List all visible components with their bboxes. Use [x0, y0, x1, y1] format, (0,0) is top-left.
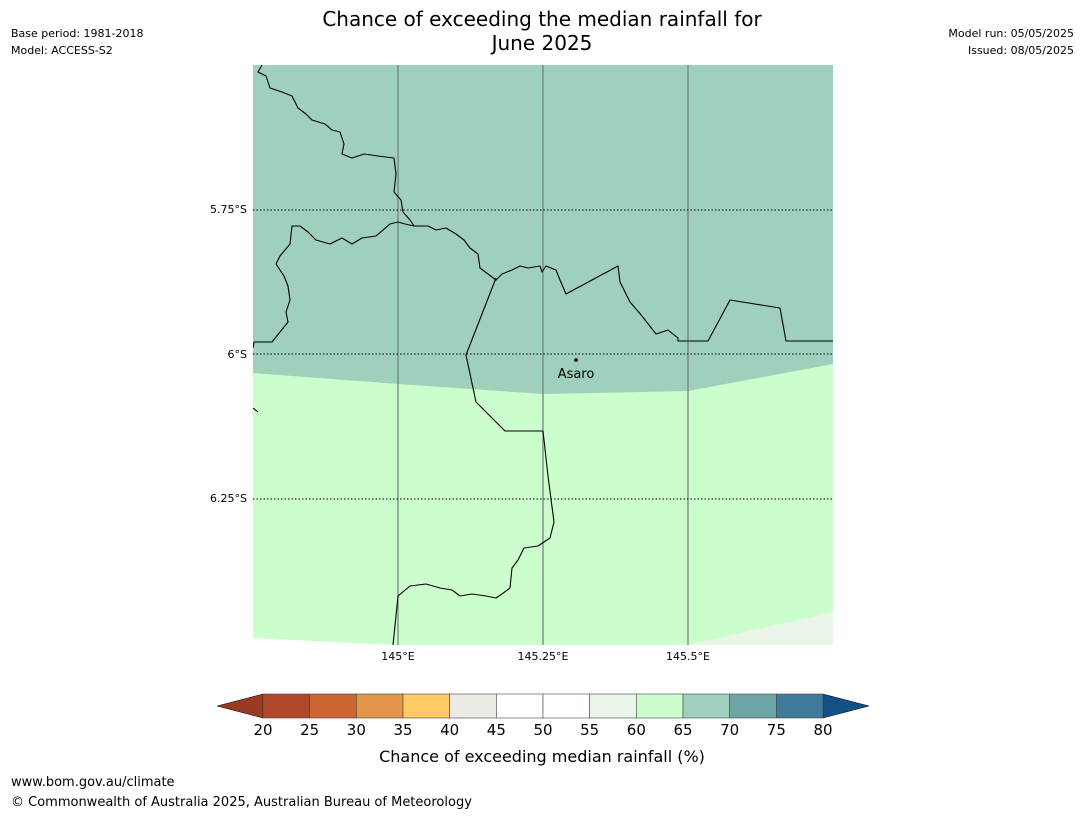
colorbar-bin [776, 693, 824, 719]
colorbar-bin [496, 693, 544, 719]
asaro-marker [574, 358, 578, 362]
lat-label: 6°S [228, 348, 247, 361]
lat-labels: 5.75°S 6°S 6.25°S [210, 203, 247, 505]
province-boundary-north [253, 65, 415, 349]
lon-label: 145°E [381, 650, 414, 663]
lon-label: 145.25°E [518, 650, 569, 663]
colorbar-tick-label: 65 [673, 721, 692, 739]
colorbar-tick-label: 70 [720, 721, 739, 739]
colorbar: 20 25 30 35 40 45 50 55 60 65 70 75 80 Chance of exc… [216, 693, 870, 766]
boundaries [253, 65, 833, 645]
colorbar-tick-label: 25 [300, 721, 319, 739]
colorbar-tick-label: 40 [440, 721, 459, 739]
colorbar-tick-label: 60 [627, 721, 646, 739]
colorbar-bin [542, 693, 590, 719]
lat-label: 6.25°S [210, 492, 247, 505]
model-run-text: Model run: 05/05/2025 [948, 27, 1074, 40]
map-panel: Asaro [253, 65, 833, 645]
run-info: Model run: 05/05/2025 Issued: 08/05/2025 [948, 25, 1074, 59]
asaro-label: Asaro [558, 367, 595, 382]
colorbar-tick-label: 80 [813, 721, 832, 739]
colorbar-over-arrow [822, 693, 870, 719]
base-period-text: Base period: 1981-2018 [11, 27, 144, 40]
colorbar-tick-label: 55 [580, 721, 599, 739]
bottom-white-sliver [253, 638, 393, 645]
colorbar-bin [449, 693, 497, 719]
colorbar-bin [356, 693, 404, 719]
issued-text: Issued: 08/05/2025 [967, 44, 1074, 57]
title-line-1: Chance of exceeding the median rainfall … [322, 7, 762, 31]
parallels [253, 209, 833, 500]
colorbar-bin [309, 693, 357, 719]
colorbar-tick-label: 75 [767, 721, 786, 739]
boundary-edge-fragment [253, 407, 259, 413]
colorbar-tick-label: 35 [393, 721, 412, 739]
colorbar-bin [682, 693, 730, 719]
colorbar-tick-label: 20 [253, 721, 272, 739]
lon-label: 145.5°E [666, 650, 710, 663]
colorbar-bin [262, 693, 310, 719]
colorbar-tick-label: 50 [533, 721, 552, 739]
meridians [397, 65, 689, 645]
lon-labels: 145°E 145.25°E 145.5°E [381, 650, 710, 663]
colorbar-bin [636, 693, 684, 719]
lat-label: 5.75°S [210, 203, 247, 216]
colorbar-bin [729, 693, 777, 719]
colorbar-tick-label: 30 [347, 721, 366, 739]
model-text: Model: ACCESS-S2 [11, 44, 113, 57]
province-boundary-middle [414, 225, 833, 342]
model-info: Base period: 1981-2018 Model: ACCESS-S2 [11, 25, 143, 59]
province-boundary-south [392, 277, 555, 645]
corner-zone [688, 612, 833, 645]
colorbar-bin [402, 693, 450, 719]
map-title: Chance of exceeding the median rainfall … [242, 7, 842, 55]
footer-copyright: © Commonwealth of Australia 2025, Austra… [11, 795, 472, 810]
colorbar-bin [589, 693, 637, 719]
colorbar-under-arrow [216, 693, 264, 719]
footer-url: www.bom.gov.au/climate [11, 775, 175, 790]
title-line-2: June 2025 [491, 31, 593, 55]
colorbar-title: Chance of exceeding median rainfall (%) [379, 747, 705, 766]
colorbar-tick-label: 45 [487, 721, 506, 739]
